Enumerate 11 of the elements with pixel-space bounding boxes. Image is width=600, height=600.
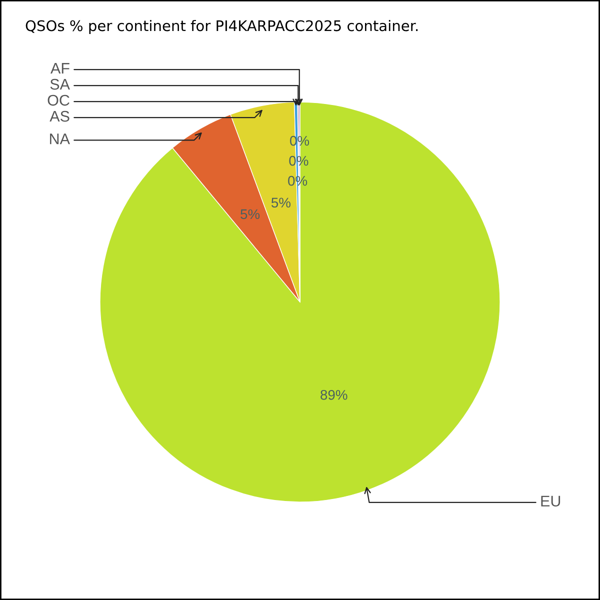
data-label: 5% [271, 198, 290, 208]
data-label: 89% [320, 390, 348, 400]
slice-label: AF [50, 63, 70, 74]
chart-title: QSOs % per continent for PI4KARPACC2025 container. [26, 20, 418, 34]
slice-label: EU [541, 496, 560, 507]
slice-label: NA [50, 134, 70, 144]
data-label: 5% [240, 209, 260, 220]
slice-label: AS [50, 110, 70, 122]
slice-label: OC [48, 94, 70, 106]
pie-slice [100, 102, 500, 502]
slice-label: SA [50, 78, 70, 90]
